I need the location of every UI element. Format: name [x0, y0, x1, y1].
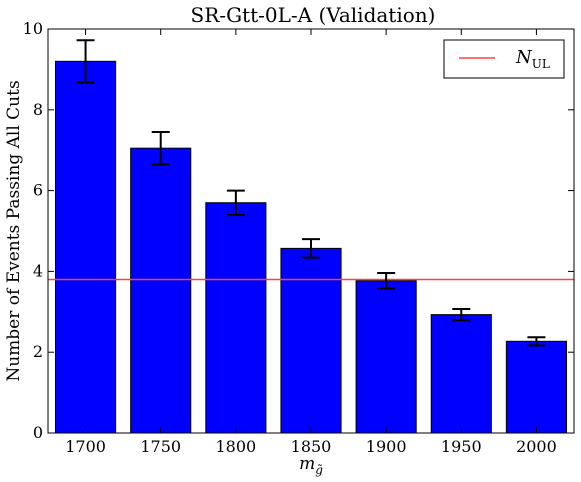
x-axis-label-subscript: g̃	[315, 463, 323, 477]
x-tick-label: 1700	[65, 437, 106, 456]
error-bar-1950	[452, 307, 471, 322]
y-axis-ticks: 0 2 4 6 8 10	[23, 19, 574, 442]
bar-1700	[55, 60, 117, 434]
error-bar-1700	[76, 39, 95, 84]
y-tick-label: 4	[33, 261, 43, 280]
error-bar-1800	[226, 189, 245, 216]
y-tick-label: 0	[33, 423, 43, 442]
bar-2000	[505, 340, 567, 434]
bar-1900	[355, 280, 417, 434]
bar-1750	[130, 147, 192, 434]
legend-entry-label: NUL	[515, 47, 550, 71]
x-tick-label: 1850	[291, 437, 332, 456]
y-tick-label: 6	[33, 181, 43, 200]
error-bars	[76, 39, 546, 347]
y-tick-label: 2	[33, 342, 43, 361]
legend-box	[443, 39, 565, 79]
error-bar-1850	[302, 238, 320, 259]
error-bar-2000	[527, 336, 546, 347]
x-axis-label-main: m	[299, 454, 315, 474]
bar-1850	[280, 247, 342, 434]
x-tick-label: 2000	[516, 437, 557, 456]
error-bar-1750	[151, 131, 170, 166]
bar-1950	[430, 314, 492, 434]
x-axis-label: mg̃	[299, 454, 323, 477]
error-bar-1900	[377, 272, 396, 290]
legend: NUL	[443, 39, 565, 79]
x-axis-ticks: 1700 1750 1800 1850 1900 1950 2000	[65, 29, 557, 456]
legend-entry-main: N	[515, 47, 533, 68]
bar-1800	[205, 202, 267, 434]
y-tick-label: 10	[23, 19, 43, 38]
chart-title: SR-Gtt-0L-A (Validation)	[191, 3, 436, 27]
y-axis-label: Number of Events Passing All Cuts	[4, 80, 24, 381]
x-tick-label: 1750	[140, 437, 181, 456]
y-tick-label: 8	[33, 100, 43, 119]
x-tick-label: 1900	[366, 437, 407, 456]
x-tick-label: 1800	[215, 437, 256, 456]
x-tick-label: 1950	[441, 437, 482, 456]
legend-entry-subscript: UL	[532, 57, 550, 71]
